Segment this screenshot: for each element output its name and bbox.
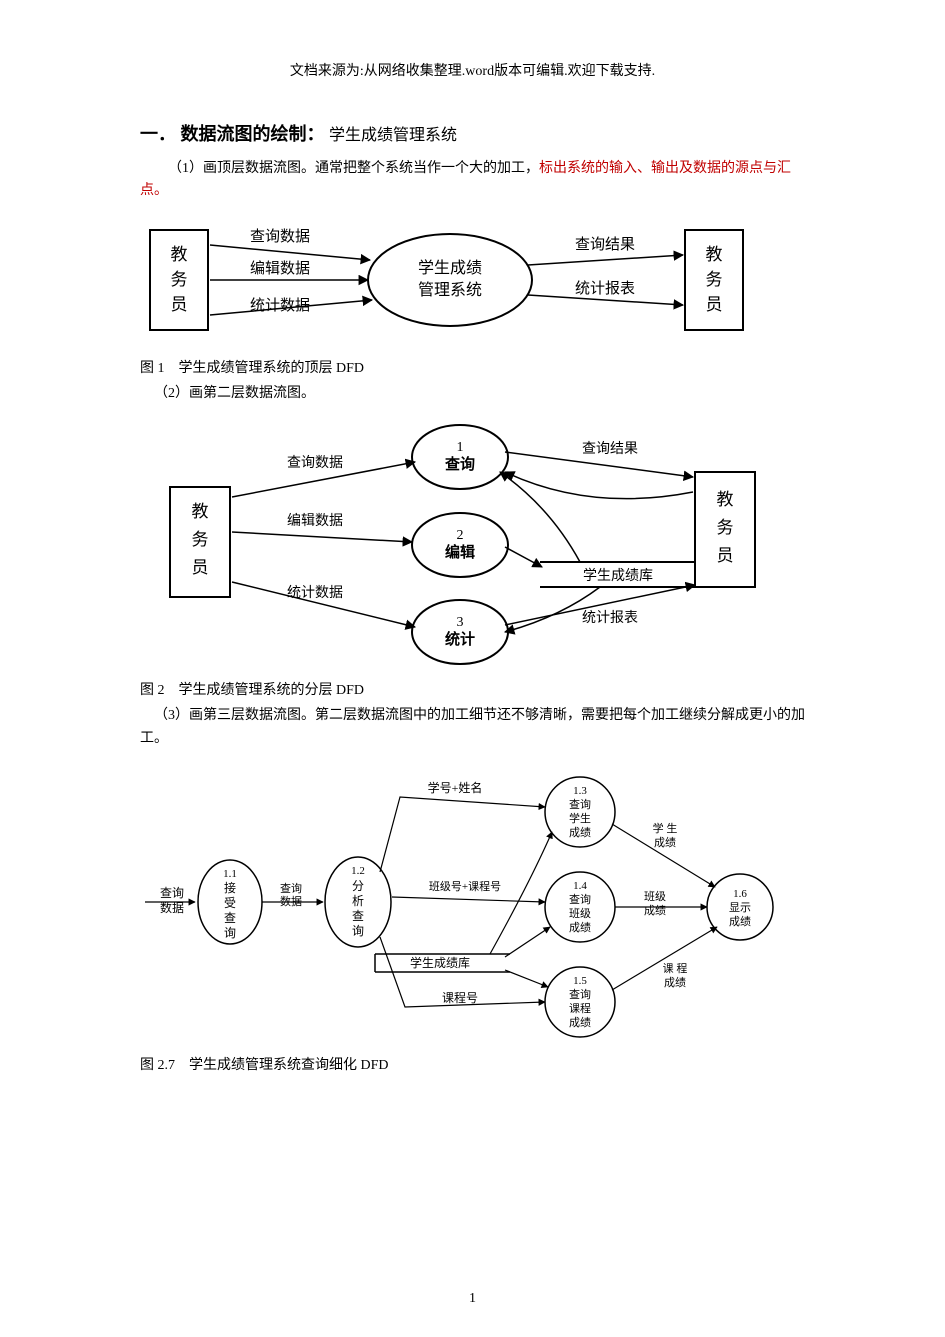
svg-text:成绩: 成绩 bbox=[644, 904, 666, 917]
svg-text:显示: 显示 bbox=[729, 901, 751, 914]
svg-text:接: 接 bbox=[224, 880, 236, 895]
diagram-1: 教 务 员 教 务 员 学生成绩 管理系统 教 务 员 查询数据 编辑数据 统计… bbox=[140, 215, 805, 345]
svg-text:员: 员 bbox=[171, 295, 188, 314]
svg-text:查询结果: 查询结果 bbox=[575, 236, 635, 253]
svg-text:询: 询 bbox=[224, 926, 236, 940]
caption3-text: 学生成绩管理系统查询细化 DFD bbox=[189, 1058, 389, 1073]
svg-text:1.5: 1.5 bbox=[573, 975, 587, 987]
section-title-main: 数据流图的绘制： bbox=[181, 124, 325, 144]
svg-text:统计报表: 统计报表 bbox=[575, 280, 635, 297]
svg-text:1.4: 1.4 bbox=[573, 880, 587, 892]
svg-text:编辑数据: 编辑数据 bbox=[250, 260, 310, 277]
caption-2: 图 2 学生成绩管理系统的分层 DFD bbox=[140, 679, 805, 699]
svg-text:课 程: 课 程 bbox=[663, 962, 688, 975]
svg-text:查: 查 bbox=[352, 909, 364, 923]
svg-text:查询: 查询 bbox=[445, 455, 475, 473]
svg-text:1.1: 1.1 bbox=[223, 868, 237, 880]
svg-text:务: 务 bbox=[171, 270, 188, 289]
section-title: 一． 数据流图的绘制： 学生成绩管理系统 bbox=[140, 120, 805, 146]
svg-text:查询: 查询 bbox=[569, 987, 591, 1001]
paragraph-3: （3）画第三层数据流图。第二层数据流图中的加工细节还不够清晰，需要把每个加工继续… bbox=[140, 705, 805, 750]
paragraph-1: （1）画顶层数据流图。通常把整个系统当作一个大的加工，标出系统的输入、输出及数据… bbox=[140, 158, 805, 203]
svg-text:员: 员 bbox=[192, 558, 209, 577]
svg-text:成绩: 成绩 bbox=[569, 1016, 591, 1029]
svg-text:数据: 数据 bbox=[280, 894, 302, 908]
svg-text:1.6: 1.6 bbox=[733, 888, 747, 900]
diagram-2: 教 务 员 教 务 员 1 查询 2 编辑 3 统计 学生成绩库 查询数据 编辑… bbox=[140, 417, 805, 667]
svg-text:学生: 学生 bbox=[569, 811, 591, 825]
svg-text:员: 员 bbox=[706, 295, 723, 314]
para1-prefix: （1）画顶层数据流图。通常把整个系统当作一个大的加工， bbox=[168, 161, 539, 176]
caption1-label: 图 1 bbox=[140, 361, 165, 376]
svg-text:学生成绩库: 学生成绩库 bbox=[410, 955, 470, 970]
svg-text:学生成绩: 学生成绩 bbox=[418, 259, 482, 277]
diagram-3: 查询 数据 1.1 接 受 查 询 查询 数据 1.2 分 析 查 询 1.3 … bbox=[140, 762, 805, 1042]
svg-text:查询: 查询 bbox=[569, 892, 591, 906]
svg-text:课程: 课程 bbox=[569, 1002, 591, 1015]
svg-text:编辑: 编辑 bbox=[445, 543, 475, 561]
svg-text:统计报表: 统计报表 bbox=[582, 610, 638, 626]
svg-text:管理系统: 管理系统 bbox=[418, 281, 482, 299]
section-subtitle: 学生成绩管理系统 bbox=[329, 127, 457, 144]
svg-text:课程号: 课程号 bbox=[442, 990, 478, 1005]
svg-text:成绩: 成绩 bbox=[664, 976, 686, 989]
section-number: 一． bbox=[140, 124, 176, 144]
svg-text:务: 务 bbox=[717, 518, 734, 537]
svg-text:查询数据: 查询数据 bbox=[250, 228, 310, 245]
svg-text:3: 3 bbox=[457, 615, 464, 630]
svg-text:成绩: 成绩 bbox=[729, 915, 751, 928]
caption2-text: 学生成绩管理系统的分层 DFD bbox=[179, 683, 365, 698]
svg-text:统计数据: 统计数据 bbox=[287, 585, 343, 601]
svg-text:受: 受 bbox=[224, 896, 236, 910]
svg-text:1.3: 1.3 bbox=[573, 785, 587, 797]
svg-text:务: 务 bbox=[192, 530, 209, 549]
svg-text:学生成绩库: 学生成绩库 bbox=[583, 568, 653, 584]
svg-text:教: 教 bbox=[706, 245, 723, 264]
header-note: 文档来源为:从网络收集整理.word版本可编辑.欢迎下载支持. bbox=[140, 60, 805, 80]
caption-1: 图 1 学生成绩管理系统的顶层 DFD bbox=[140, 357, 805, 377]
svg-text:班级号+课程号: 班级号+课程号 bbox=[429, 880, 501, 893]
svg-text:学号+姓名: 学号+姓名 bbox=[428, 780, 483, 795]
svg-text:学 生: 学 生 bbox=[653, 821, 678, 835]
page-number: 1 bbox=[469, 1291, 476, 1307]
svg-text:教: 教 bbox=[171, 245, 188, 264]
svg-text:编辑数据: 编辑数据 bbox=[287, 513, 343, 529]
caption1-text: 学生成绩管理系统的顶层 DFD bbox=[179, 361, 365, 376]
svg-text:查询: 查询 bbox=[160, 886, 184, 900]
svg-text:务: 务 bbox=[706, 270, 723, 289]
svg-text:2: 2 bbox=[457, 528, 464, 543]
svg-text:析: 析 bbox=[352, 894, 364, 908]
svg-text:统计数据: 统计数据 bbox=[250, 297, 310, 314]
svg-text:查: 查 bbox=[224, 911, 236, 925]
svg-text:班级: 班级 bbox=[569, 907, 591, 920]
svg-text:成绩: 成绩 bbox=[569, 921, 591, 934]
svg-text:分: 分 bbox=[352, 879, 364, 893]
caption-3: 图 2.7 学生成绩管理系统查询细化 DFD bbox=[140, 1054, 805, 1074]
caption2-label: 图 2 bbox=[140, 683, 165, 698]
svg-text:1: 1 bbox=[457, 440, 464, 455]
svg-text:成绩: 成绩 bbox=[654, 836, 676, 849]
svg-text:查询: 查询 bbox=[569, 797, 591, 811]
svg-text:成绩: 成绩 bbox=[569, 826, 591, 839]
svg-text:教: 教 bbox=[192, 502, 209, 521]
svg-text:教: 教 bbox=[717, 490, 734, 509]
caption3-label: 图 2.7 bbox=[140, 1058, 175, 1073]
svg-text:班级: 班级 bbox=[644, 890, 666, 903]
paragraph-2: （2）画第二层数据流图。 bbox=[140, 383, 805, 405]
svg-text:员: 员 bbox=[717, 546, 734, 565]
svg-text:查询: 查询 bbox=[280, 881, 302, 895]
svg-text:查询数据: 查询数据 bbox=[287, 455, 343, 471]
svg-text:统计: 统计 bbox=[445, 630, 475, 648]
svg-text:询: 询 bbox=[352, 924, 364, 938]
svg-text:查询结果: 查询结果 bbox=[582, 441, 638, 457]
svg-text:1.2: 1.2 bbox=[351, 865, 365, 877]
